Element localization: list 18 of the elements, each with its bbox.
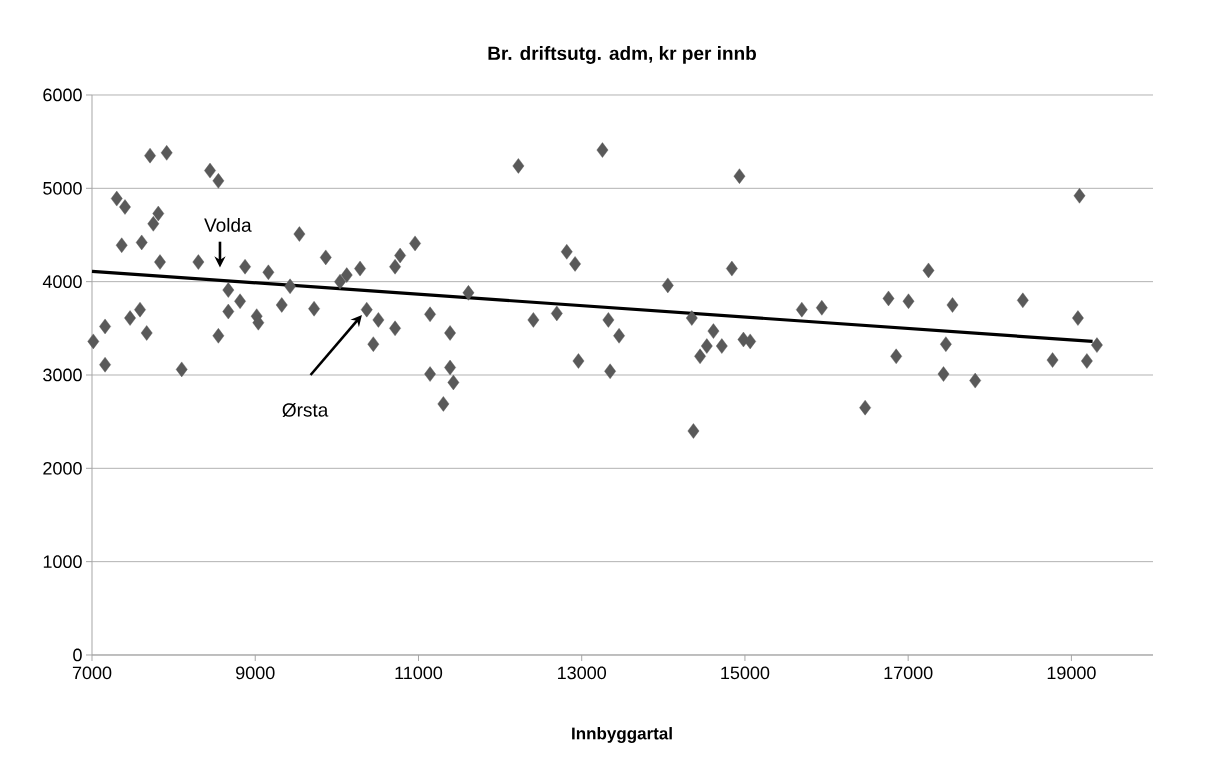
annotation: Volda xyxy=(204,217,252,232)
x-tick-label: 19000 xyxy=(1047,666,1096,680)
y-tick-label: 6000 xyxy=(43,88,82,102)
y-tick-label: 5000 xyxy=(43,181,82,195)
chart-title: Br. driftsutg. adm, kr per innb xyxy=(488,46,756,64)
y-tick-label: 2000 xyxy=(43,461,82,475)
annotation: Ørsta xyxy=(282,402,329,418)
x-axis-title: Innbyggartal xyxy=(572,727,672,743)
y-tick-label: 3000 xyxy=(43,368,82,382)
x-tick-label: 13000 xyxy=(558,666,607,680)
x-tick-label: 15000 xyxy=(721,666,770,680)
y-tick-label: 4000 xyxy=(42,275,82,289)
y-tick-label: 1000 xyxy=(43,555,82,569)
y-tick-label: 0 xyxy=(73,648,82,662)
x-tick-label: 9000 xyxy=(236,666,275,680)
x-tick-label: 7000 xyxy=(72,666,112,680)
x-tick-label: 17000 xyxy=(884,666,933,680)
x-tick-label: 11000 xyxy=(395,666,443,680)
